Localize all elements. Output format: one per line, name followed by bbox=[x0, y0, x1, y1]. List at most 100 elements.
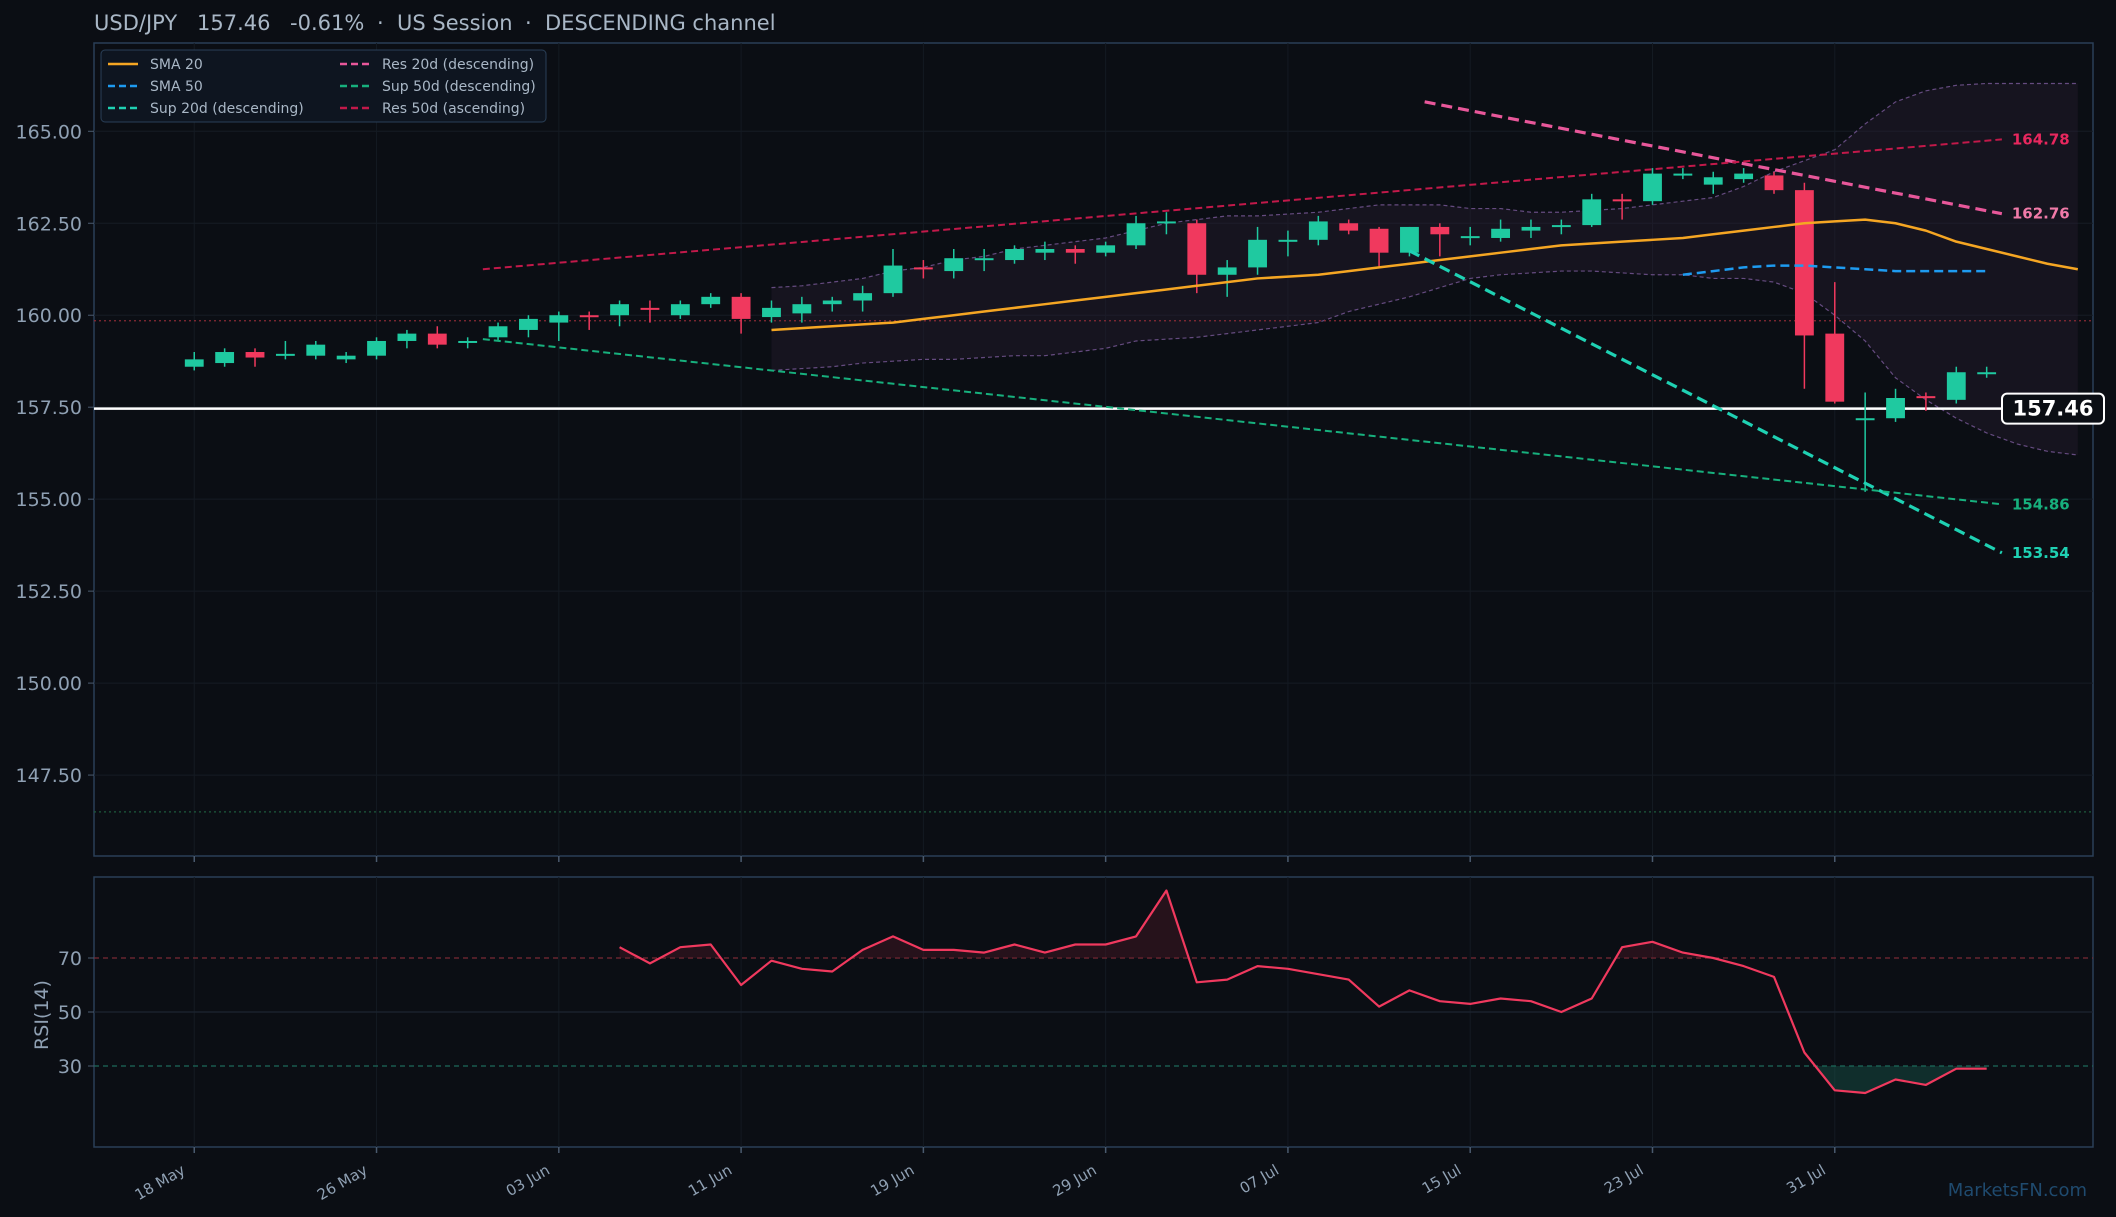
price-panel bbox=[93, 42, 2094, 857]
candle-body bbox=[1703, 177, 1723, 185]
candle-body bbox=[306, 344, 326, 356]
trendline bbox=[1408, 249, 2003, 555]
candle-body bbox=[640, 307, 660, 310]
candle-body bbox=[458, 340, 478, 343]
level-labels: 164.78 162.76 154.86 153.54 bbox=[2012, 130, 2070, 561]
level-label: 164.78 bbox=[2012, 130, 2070, 148]
level-layer bbox=[94, 320, 2093, 813]
chart-title-channel: DESCENDING channel bbox=[545, 11, 776, 35]
candle-body bbox=[792, 304, 812, 314]
candle-body bbox=[822, 300, 842, 305]
candle-body bbox=[944, 258, 964, 272]
candle-body bbox=[549, 315, 569, 323]
candle-body bbox=[1308, 221, 1328, 240]
candle-body bbox=[1430, 226, 1450, 235]
candle-body bbox=[1946, 372, 1966, 400]
candle-body bbox=[1977, 372, 1997, 375]
candle-body bbox=[1643, 173, 1662, 202]
candle-body bbox=[1886, 397, 1905, 419]
candle-body bbox=[1582, 199, 1602, 226]
rsi-tick-label: 50 bbox=[58, 1002, 82, 1024]
candle-body bbox=[1096, 245, 1116, 253]
candle-body bbox=[579, 315, 599, 318]
watermark: MarketsFN.com bbox=[1948, 1180, 2087, 1201]
upper-band-line bbox=[771, 82, 2078, 289]
candle-body bbox=[1794, 190, 1814, 336]
candle-body bbox=[184, 359, 204, 367]
candle-body bbox=[1156, 221, 1176, 224]
y-tick-label: 165.00 bbox=[16, 121, 82, 143]
level-label: 154.86 bbox=[2012, 495, 2070, 513]
chart-title-change: -0.61% bbox=[290, 11, 364, 35]
y-tick-label: 150.00 bbox=[16, 673, 82, 695]
rsi-axis-label: RSI(14) bbox=[31, 980, 53, 1050]
candle-body bbox=[519, 318, 538, 330]
candle-body bbox=[1065, 249, 1085, 253]
x-tick-label: 15 Jul bbox=[1419, 1161, 1464, 1198]
candle-body bbox=[1825, 333, 1845, 402]
current-price-badge-text: 157.46 bbox=[2012, 397, 2093, 421]
chart-title-price: 157.46 bbox=[197, 11, 270, 35]
candle-body bbox=[275, 353, 295, 356]
rsi-layer: 30 50 70 bbox=[58, 889, 2093, 1095]
x-tick-label: 11 Jun bbox=[685, 1161, 735, 1200]
trendline bbox=[482, 138, 2002, 271]
grid-layer bbox=[94, 43, 2093, 1147]
candle-body bbox=[1005, 249, 1024, 261]
candle-body bbox=[1248, 239, 1267, 268]
candle-body bbox=[1855, 418, 1875, 421]
legend-label: SMA 20 bbox=[150, 57, 203, 73]
candle-body bbox=[245, 352, 265, 358]
current-price-badge: 157.46 bbox=[2001, 392, 2105, 425]
rsi-tick-label: 70 bbox=[58, 948, 82, 970]
candle-body bbox=[1673, 173, 1693, 176]
candle-body bbox=[1521, 226, 1541, 231]
x-tick-label: 29 Jun bbox=[1050, 1161, 1100, 1200]
candle-layer bbox=[184, 168, 1997, 492]
trendline bbox=[1424, 100, 2003, 216]
candle-body bbox=[1217, 267, 1237, 275]
candle-body bbox=[1551, 225, 1571, 228]
chart-title-session: US Session bbox=[397, 11, 513, 35]
x-tick-label: 31 Jul bbox=[1783, 1161, 1828, 1198]
legend-label: Res 20d (descending) bbox=[382, 57, 534, 73]
y-tick-label: 157.50 bbox=[16, 397, 82, 419]
candle-body bbox=[488, 326, 508, 338]
candle-body bbox=[731, 296, 751, 319]
legend: SMA 20 SMA 50 Sup 20d (descending) Res 20d … bbox=[100, 49, 547, 123]
x-tick-label: 26 May bbox=[314, 1161, 371, 1204]
chart-title-symbol: USD/JPY bbox=[94, 11, 177, 35]
candle-body bbox=[1035, 249, 1055, 253]
rsi-line bbox=[619, 889, 1987, 1095]
band-layer bbox=[771, 82, 2078, 456]
x-tick-label: 23 Jul bbox=[1601, 1161, 1646, 1198]
y-tick-label: 160.00 bbox=[16, 305, 82, 327]
rsi-overbought-fill bbox=[619, 890, 1714, 958]
level-label: 162.76 bbox=[2012, 205, 2070, 223]
candle-body bbox=[853, 293, 873, 301]
candle-body bbox=[367, 340, 386, 356]
candle-body bbox=[1339, 223, 1359, 231]
candle-body bbox=[1126, 223, 1146, 246]
y-axis-ticks: 147.50 150.00 152.50 155.00 157.50 160.00 162.… bbox=[16, 121, 94, 787]
x-tick-label: 03 Jun bbox=[503, 1161, 553, 1200]
candle-body bbox=[1734, 173, 1754, 180]
candle-body bbox=[1278, 239, 1298, 242]
candle-body bbox=[762, 307, 781, 318]
candle-body bbox=[427, 333, 447, 345]
sma20-line bbox=[771, 218, 2079, 332]
candle-body bbox=[1460, 236, 1480, 239]
y-tick-label: 162.50 bbox=[16, 213, 82, 235]
candle-body bbox=[1764, 175, 1784, 191]
candle-body bbox=[701, 296, 721, 305]
candle-body bbox=[1491, 228, 1511, 238]
band-fill bbox=[771, 83, 2078, 456]
trendline bbox=[482, 338, 2002, 506]
candle-body bbox=[397, 333, 417, 341]
level-label: 153.54 bbox=[2012, 544, 2070, 562]
candle-body bbox=[1369, 228, 1389, 253]
x-tick-label: 07 Jul bbox=[1237, 1161, 1282, 1198]
legend-label: Sup 50d (descending) bbox=[382, 79, 536, 95]
